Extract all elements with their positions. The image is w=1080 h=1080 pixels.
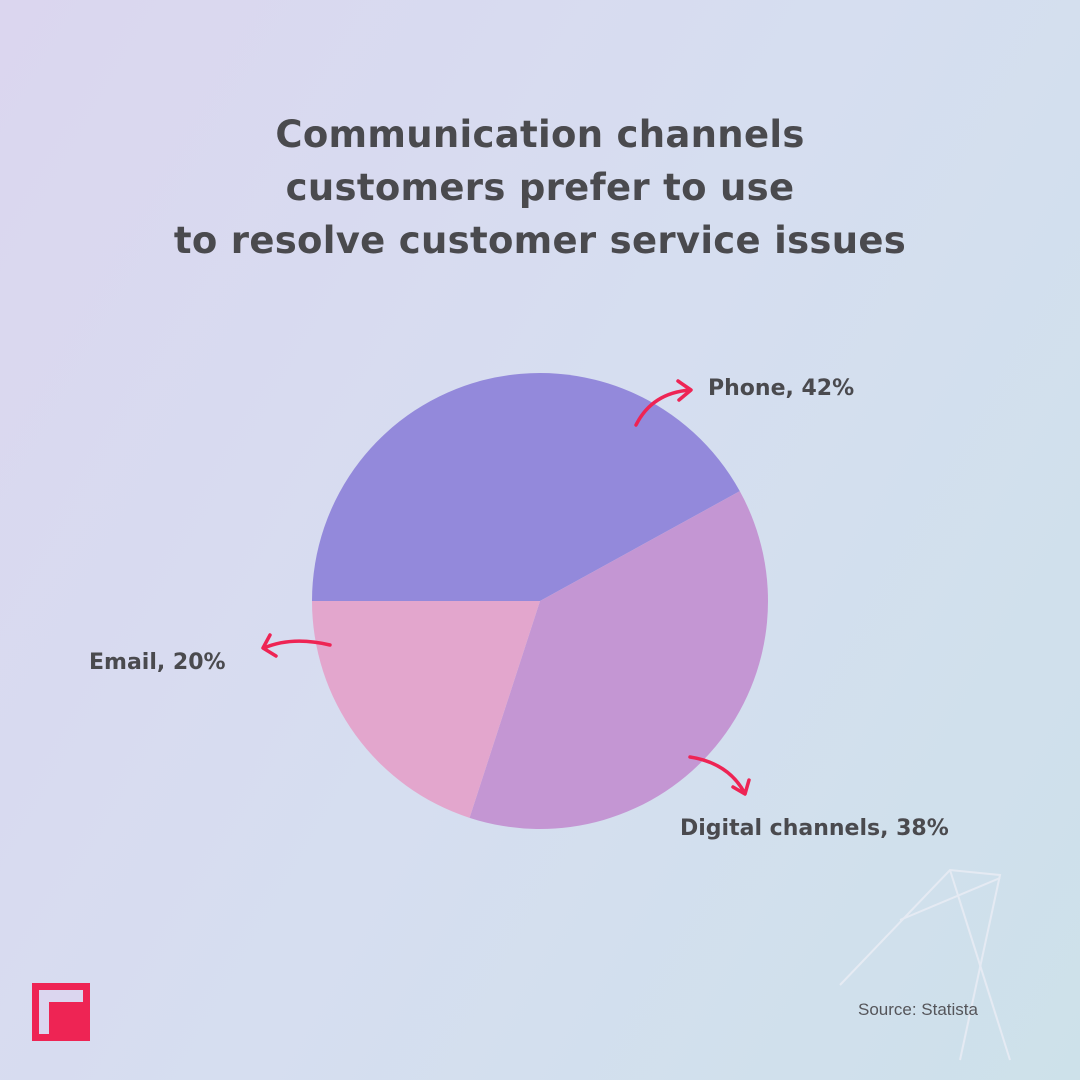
label-phone: Phone, 42% <box>708 376 855 401</box>
slice-email <box>312 601 540 818</box>
digital-arrow-icon <box>688 755 751 796</box>
label-digital-channels: Digital channels, 38% <box>680 816 949 841</box>
email-arrow-icon <box>261 633 332 658</box>
title-line-2: customers prefer to use <box>285 166 795 209</box>
title-line-1: Communication channels <box>275 113 805 156</box>
phone-arrow-icon <box>634 379 693 427</box>
slice-digital-channels <box>469 491 768 829</box>
brand-t-logo-icon <box>32 983 90 1041</box>
source-note: Source: Statista <box>857 1000 978 1019</box>
chart-title: Communication channels customers prefer … <box>0 108 1080 267</box>
label-email: Email, 20% <box>89 650 226 675</box>
title-line-3: to resolve customer service issues <box>173 219 907 262</box>
label-arrows <box>261 379 751 796</box>
pie-slices <box>312 373 768 829</box>
slice-phone <box>312 373 740 601</box>
